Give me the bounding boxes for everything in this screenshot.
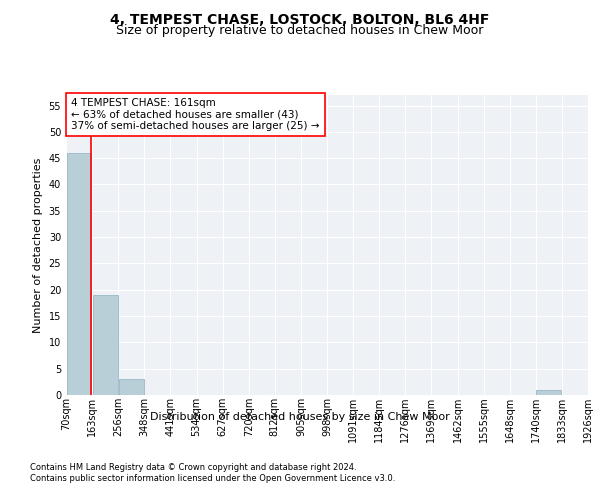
Y-axis label: Number of detached properties: Number of detached properties [33, 158, 43, 332]
Bar [93, 295, 118, 395]
Text: 4 TEMPEST CHASE: 161sqm
← 63% of detached houses are smaller (43)
37% of semi-de: 4 TEMPEST CHASE: 161sqm ← 63% of detache… [71, 98, 320, 131]
Text: Contains HM Land Registry data © Crown copyright and database right 2024.: Contains HM Land Registry data © Crown c… [30, 462, 356, 471]
Text: Contains public sector information licensed under the Open Government Licence v3: Contains public sector information licen… [30, 474, 395, 483]
Text: Distribution of detached houses by size in Chew Moor: Distribution of detached houses by size … [150, 412, 450, 422]
Bar [119, 379, 143, 395]
Bar [536, 390, 561, 395]
Bar [67, 153, 91, 395]
Text: 4, TEMPEST CHASE, LOSTOCK, BOLTON, BL6 4HF: 4, TEMPEST CHASE, LOSTOCK, BOLTON, BL6 4… [110, 12, 490, 26]
Text: Size of property relative to detached houses in Chew Moor: Size of property relative to detached ho… [116, 24, 484, 37]
